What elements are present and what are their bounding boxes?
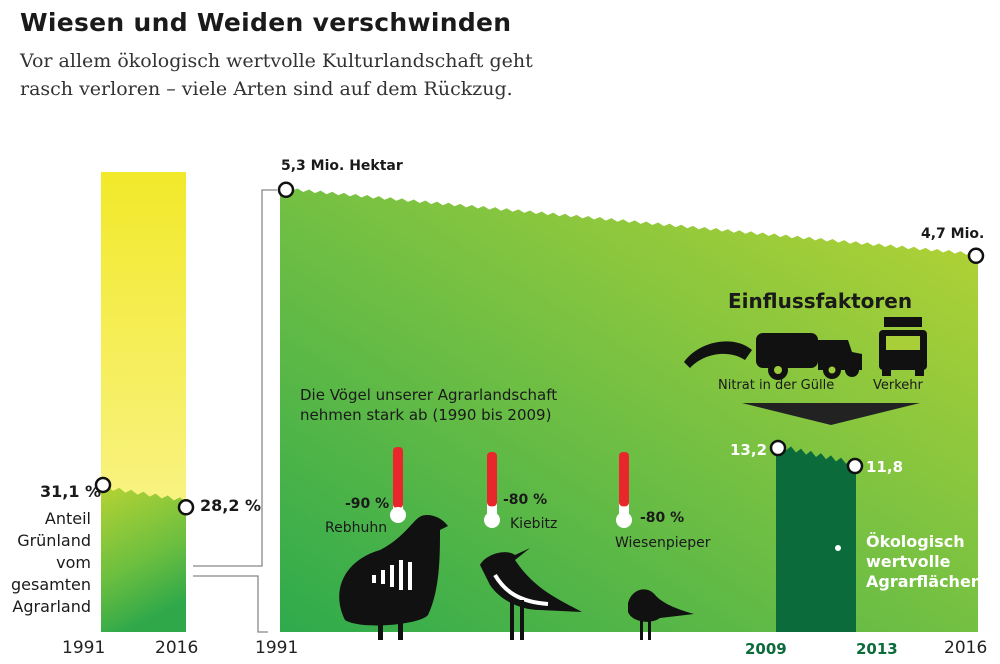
- eco-area: [776, 444, 856, 632]
- share-description-line: Agrarland: [12, 597, 91, 616]
- bird-value-rebhuhn: -90 %: [345, 496, 390, 512]
- decline-thermometer: [484, 452, 500, 528]
- decline-bar: [393, 447, 403, 509]
- eco-description: Ökologisch wertvolle Agrarflächen: [866, 532, 982, 592]
- marker-2009-eco: [769, 439, 787, 457]
- bird-value-kiebitz: -80 %: [503, 492, 548, 508]
- share-description-line: Anteil: [44, 509, 91, 528]
- marker-1991-share: [94, 476, 112, 494]
- connector-line: [193, 575, 268, 633]
- x-label-2013-eco: 2013: [856, 640, 898, 658]
- share-description-line: vom: [56, 553, 91, 572]
- share-description: Anteil Grünland vom gesamten Agrarland: [0, 508, 91, 618]
- truck-icon: [879, 317, 927, 376]
- x-label-2016-share: 2016: [155, 638, 199, 658]
- decline-thermometer: [616, 452, 632, 528]
- arrow-down-icon: [742, 403, 920, 425]
- meadow-pipit-icon: [628, 589, 694, 640]
- bird-label-wiesenpieper: Wiesenpieper: [615, 535, 711, 551]
- eco-2013-label: 11,8: [866, 458, 904, 476]
- share-1991-label: 31,1 %: [40, 482, 102, 501]
- eco-label-dot: [835, 545, 841, 551]
- lapwing-icon: [480, 548, 582, 640]
- eco-description-line: Ökologisch: [866, 532, 965, 551]
- x-label-1991-share: 1991: [62, 638, 106, 658]
- slurry-tanker-icon: [684, 333, 862, 380]
- marker-2016-area: [967, 247, 985, 265]
- marker-2013-eco: [846, 457, 864, 475]
- subtitle-line-2: rasch verloren – viele Arten sind auf de…: [20, 78, 513, 100]
- decline-bar: [487, 452, 497, 507]
- eco-description-line: wertvolle: [866, 552, 951, 571]
- share-bar-fill: [101, 485, 186, 632]
- x-label-1991-area: 1991: [255, 638, 299, 658]
- bird-label-rebhuhn: Rebhuhn: [325, 520, 388, 536]
- partridge-icon: [339, 514, 448, 640]
- birds-title-line: nehmen stark ab (1990 bis 2009): [300, 406, 552, 424]
- birds-title-line: Die Vögel unserer Agrarlandschaft: [300, 386, 558, 404]
- page-title: Wiesen und Weiden verschwinden: [20, 8, 512, 37]
- birds-title: Die Vögel unserer Agrarlandschaft nehmen…: [300, 385, 557, 425]
- area-1991-label: 5,3 Mio. Hektar: [281, 158, 403, 174]
- bird-value-wiesenpieper: -80 %: [640, 510, 685, 526]
- connector-line: [193, 189, 277, 567]
- marker-2016-share: [177, 499, 195, 516]
- share-2016-label: 28,2 %: [200, 496, 262, 515]
- eco-2009-label: 13,2: [730, 441, 768, 459]
- x-label-2009-eco: 2009: [745, 640, 787, 658]
- factor-nitrate: Nitrat in der Gülle: [718, 378, 835, 393]
- eco-description-line: Agrarflächen: [866, 572, 983, 591]
- area-2016-label: 4,7 Mio.: [921, 226, 985, 242]
- bird-label-kiebitz: Kiebitz: [510, 516, 558, 532]
- factors-title: Einflussfaktoren: [728, 289, 913, 313]
- subtitle-line-1: Vor allem ökologisch wertvolle Kulturlan…: [20, 50, 533, 72]
- decline-thermometer: [390, 447, 406, 523]
- marker-1991-area: [277, 181, 295, 199]
- decline-bar: [619, 452, 629, 507]
- share-description-line: gesamten: [11, 575, 91, 594]
- factor-traffic: Verkehr: [873, 378, 923, 393]
- share-description-line: Grünland: [17, 531, 91, 550]
- x-label-2016-area: 2016: [944, 638, 988, 658]
